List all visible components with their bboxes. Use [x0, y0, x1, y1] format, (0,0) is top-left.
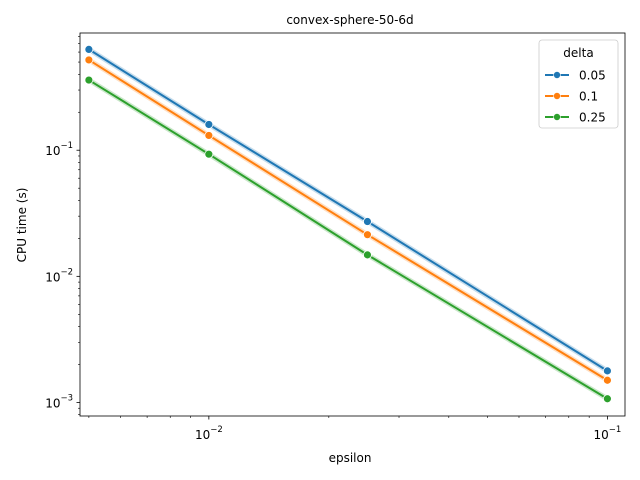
legend-label-2: 0.25 — [579, 111, 606, 125]
data-point-0-3 — [603, 366, 612, 376]
plot-frame — [79, 32, 626, 417]
series-line-2 — [88, 79, 608, 400]
series-line-1 — [88, 59, 608, 382]
data-point-1-0 — [84, 55, 94, 65]
y-axis-label: CPU time (s) — [15, 188, 29, 263]
chart-title: convex-sphere-50-6d — [286, 13, 413, 27]
data-point-1-3 — [603, 375, 612, 385]
legend-marker-1 — [553, 92, 561, 100]
data-point-0-0 — [84, 45, 94, 54]
x-axis-label: epsilon — [329, 451, 372, 465]
data-point-0-2 — [363, 217, 372, 226]
data-point-1-2 — [363, 230, 372, 240]
legend: delta 0.05 0.1 0.25 — [538, 39, 619, 129]
legend-box — [538, 39, 619, 129]
plot-area — [84, 45, 612, 404]
data-point-1-1 — [204, 131, 214, 140]
legend-label-1: 0.1 — [579, 90, 598, 104]
legend-label-0: 0.05 — [579, 69, 606, 83]
data-point-0-1 — [204, 120, 214, 129]
legend-marker-2 — [553, 113, 561, 121]
legend-title: delta — [563, 46, 593, 60]
data-point-2-2 — [363, 250, 372, 260]
series-line-0 — [88, 48, 608, 372]
legend-marker-0 — [553, 71, 561, 79]
data-point-2-0 — [84, 75, 94, 85]
data-point-2-1 — [204, 149, 214, 159]
data-point-2-3 — [603, 394, 612, 404]
